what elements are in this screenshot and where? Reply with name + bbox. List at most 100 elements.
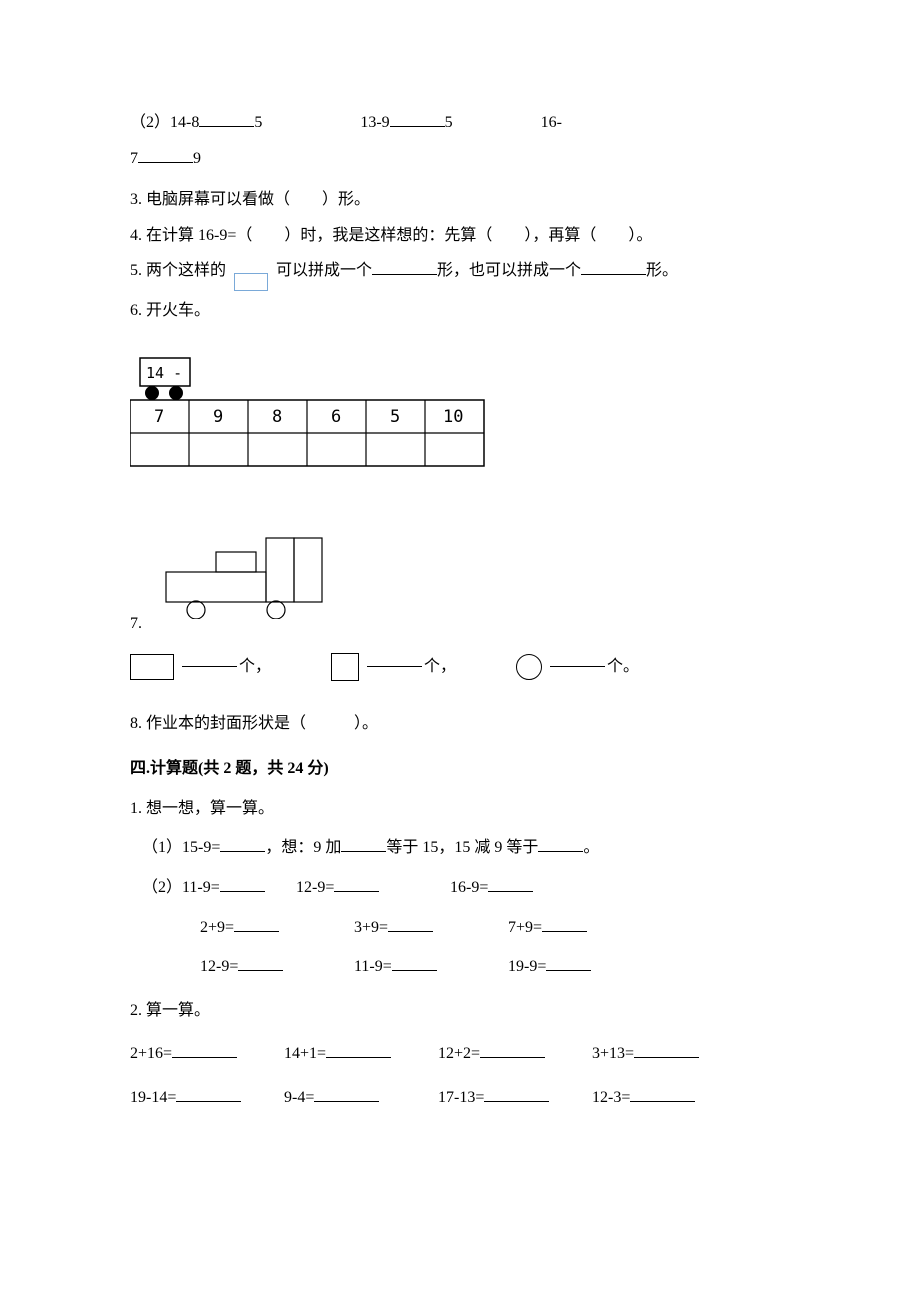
c1s1a: （1）15-9= — [142, 839, 220, 856]
suffix-circ: 个。 — [607, 654, 639, 680]
blank[interactable] — [542, 916, 587, 932]
eq: 14+1= — [284, 1045, 326, 1062]
sub2-e3r: 9 — [193, 150, 201, 167]
c1s1e: 。 — [583, 839, 599, 856]
train-h5: 10 — [443, 407, 463, 427]
rect-count-item: 个， — [130, 654, 271, 680]
rectangle-icon — [130, 654, 174, 680]
calc-q1-sub2-row3: 12-9= 11-9= 19-9= — [130, 954, 790, 980]
blank[interactable] — [546, 955, 591, 971]
question-2-sub2-line2: 79 — [130, 146, 790, 172]
shape-count-row: 个， 个， 个。 — [130, 653, 790, 681]
train-h0: 7 — [154, 407, 164, 427]
blank[interactable] — [199, 111, 254, 127]
blank[interactable] — [220, 876, 265, 892]
eq: 7+9= — [508, 919, 542, 936]
eq: 19-9= — [508, 958, 546, 975]
suffix-rect: 个， — [239, 654, 271, 680]
question-5: 5. 两个这样的 可以拼成一个 形，也可以拼成一个 形。 — [130, 258, 790, 284]
sub2-e1r: 5 — [254, 114, 262, 131]
shape-car-diagram — [148, 534, 328, 619]
circle-count-item: 个。 — [516, 654, 639, 680]
eq: 16-9= — [450, 879, 488, 896]
blank[interactable] — [581, 259, 646, 275]
calc-q2-title: 2. 算一算。 — [130, 998, 790, 1024]
q5-c: 形，也可以拼成一个 — [437, 262, 581, 279]
eq: 17-13= — [438, 1089, 484, 1106]
c1s1m: ，想：9 加 — [265, 839, 341, 856]
blank[interactable] — [388, 916, 433, 932]
blank[interactable] — [220, 836, 265, 852]
sub2-e1l: 14-8 — [170, 114, 199, 131]
train-h2: 8 — [272, 407, 282, 427]
train-h3: 6 — [331, 407, 341, 427]
calc-q1-sub2-row2: 2+9= 3+9= 7+9= — [130, 915, 790, 941]
blank[interactable] — [630, 1086, 695, 1102]
blank[interactable] — [390, 111, 445, 127]
sub2-prefix: （2） — [130, 114, 170, 131]
blank[interactable] — [538, 836, 583, 852]
eq: 11-9= — [354, 958, 392, 975]
blank[interactable] — [372, 259, 437, 275]
eq: 12+2= — [438, 1045, 480, 1062]
question-8: 8. 作业本的封面形状是（ ）。 — [130, 711, 790, 737]
blank[interactable] — [334, 876, 379, 892]
eq: 3+13= — [592, 1045, 634, 1062]
eq: 2+16= — [130, 1045, 172, 1062]
section-4-header: 四.计算题(共 2 题，共 24 分) — [130, 756, 790, 782]
blank-line[interactable] — [367, 666, 422, 667]
question-6: 6. 开火车。 — [130, 298, 790, 324]
sub2-e3l: 16- — [541, 114, 562, 131]
eq: 3+9= — [354, 919, 388, 936]
sub2-e2l: 13-9 — [360, 114, 389, 131]
eq: 11-9= — [182, 879, 220, 896]
question-4: 4. 在计算 16-9=（ ）时，我是这样想的：先算（ ），再算（ ）。 — [130, 223, 790, 249]
calc-q2-row2: 19-14= 9-4= 17-13= 12-3= — [130, 1085, 790, 1111]
square-icon — [331, 653, 359, 681]
blank-line[interactable] — [182, 666, 237, 667]
blank[interactable] — [234, 916, 279, 932]
q5-b: 可以拼成一个 — [276, 262, 372, 279]
q5-d: 形。 — [646, 262, 678, 279]
calc-q2-row1: 2+16= 14+1= 12+2= 3+13= — [130, 1041, 790, 1067]
calc-q1-sub1: （1）15-9= ，想：9 加 等于 15，15 减 9 等于 。 — [130, 835, 790, 861]
question-7: 7. — [130, 516, 790, 637]
suffix-sq: 个， — [424, 654, 456, 680]
blank[interactable] — [634, 1042, 699, 1058]
blank[interactable] — [138, 147, 193, 163]
q7-prefix: 7. — [130, 611, 142, 637]
blank[interactable] — [341, 836, 386, 852]
c1s1b: 等于 15，15 减 9 等于 — [386, 839, 538, 856]
eq: 12-3= — [592, 1089, 630, 1106]
eq: 19-14= — [130, 1089, 176, 1106]
train-label: 14 - — [146, 364, 182, 382]
train-h4: 5 — [390, 407, 400, 427]
blank[interactable] — [488, 876, 533, 892]
blank[interactable] — [392, 955, 437, 971]
blank[interactable] — [326, 1042, 391, 1058]
blank[interactable] — [314, 1086, 379, 1102]
blank[interactable] — [238, 955, 283, 971]
eq: 9-4= — [284, 1089, 314, 1106]
eq: 2+9= — [200, 919, 234, 936]
circle-icon — [516, 654, 542, 680]
blank-line[interactable] — [550, 666, 605, 667]
q5-a: 5. 两个这样的 — [130, 262, 226, 279]
blank[interactable] — [176, 1086, 241, 1102]
sub2-e2r: 5 — [445, 114, 453, 131]
blank[interactable] — [480, 1042, 545, 1058]
blank[interactable] — [172, 1042, 237, 1058]
calc-q1-title: 1. 想一想，算一算。 — [130, 796, 790, 822]
question-3: 3. 电脑屏幕可以看做（ ）形。 — [130, 187, 790, 213]
c1s2-prefix: （2） — [142, 879, 182, 896]
question-2-sub2: （2）14-8 5 13-9 5 16- — [130, 110, 790, 136]
eq: 12-9= — [296, 879, 334, 896]
train-diagram: 14 - 7 9 8 6 5 10 — [130, 356, 790, 476]
train-h1: 9 — [213, 407, 223, 427]
small-rectangle-icon — [234, 273, 268, 291]
sub2-e3-line2-left: 7 — [130, 150, 138, 167]
square-count-item: 个， — [331, 653, 456, 681]
blank[interactable] — [484, 1086, 549, 1102]
calc-q1-sub2-row1: （2）11-9= 12-9= 16-9= — [130, 875, 790, 901]
eq: 12-9= — [200, 958, 238, 975]
